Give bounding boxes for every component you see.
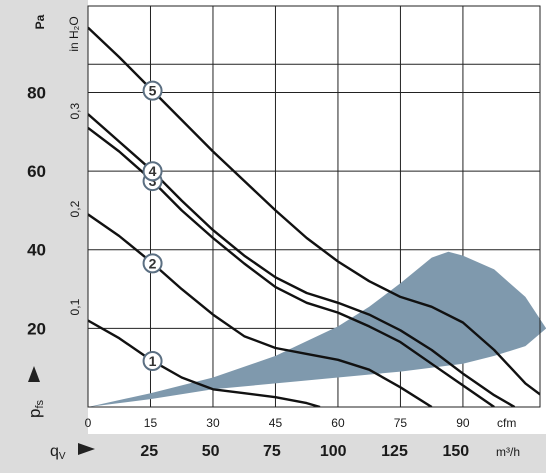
operating-region <box>88 251 546 407</box>
y-tick-pa: 20 <box>27 319 46 338</box>
curve-label-ring-2 <box>142 253 163 274</box>
plot-frame <box>87 5 541 408</box>
unit-pa: Pa <box>33 14 47 29</box>
y-axis-inh2o: 0,1 0,2 0,3 <box>68 103 82 316</box>
left-axis-band <box>0 0 88 473</box>
curve-label-ring-5 <box>142 80 163 101</box>
x-axis-m3h: 25 50 75 100 125 150 <box>140 443 469 460</box>
x-tick-m3h: 50 <box>202 443 220 460</box>
x-tick-cfm: 15 <box>144 416 158 430</box>
curve-label-5: 5 <box>149 83 157 99</box>
curve-label-ring-4 <box>142 161 163 182</box>
unit-cfm: cfm <box>497 416 516 430</box>
unit-inh2o: in H₂O <box>67 16 81 51</box>
pressure-arrow-icon <box>28 366 40 382</box>
x-tick-m3h: 75 <box>263 443 281 460</box>
curve-label-2: 2 <box>149 255 157 271</box>
curve-label-4: 4 <box>149 163 157 179</box>
curve-labels-group: 12345 <box>142 80 163 372</box>
x-axis-cfm: 0 15 30 45 60 75 90 <box>85 416 470 430</box>
curve-1 <box>88 319 321 407</box>
y-tick-pa: 40 <box>27 241 46 260</box>
y-tick-pa: 80 <box>27 83 46 102</box>
x-tick-m3h: 150 <box>442 443 469 460</box>
flow-arrow-icon <box>78 443 95 455</box>
x-tick-cfm: 75 <box>394 416 408 430</box>
x-tick-cfm: 0 <box>85 416 92 430</box>
curve-label-1: 1 <box>149 353 157 369</box>
x-tick-cfm: 45 <box>269 416 283 430</box>
x-tick-m3h: 100 <box>320 443 347 460</box>
y-tick-pa: 60 <box>27 162 46 181</box>
y-tick-inh2o: 0,3 <box>68 103 82 120</box>
x-tick-m3h: 125 <box>381 443 408 460</box>
y-tick-inh2o: 0,2 <box>68 200 82 217</box>
curve-label-ring-1 <box>142 351 163 372</box>
x-tick-cfm: 30 <box>206 416 220 430</box>
x-tick-m3h: 25 <box>140 443 158 460</box>
unit-m3h: m³/h <box>496 445 520 459</box>
bottom-axis-band <box>0 434 546 473</box>
y-axis-pa: 20 40 60 80 <box>27 83 46 338</box>
curve-5 <box>88 26 540 396</box>
x-tick-cfm: 60 <box>331 416 345 430</box>
y-tick-inh2o: 0,1 <box>68 298 82 315</box>
x-tick-cfm: 90 <box>456 416 470 430</box>
